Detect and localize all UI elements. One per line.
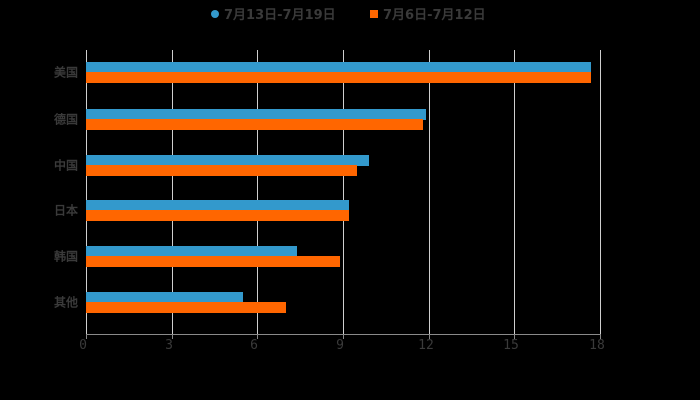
x-axis-line [86, 334, 601, 335]
gridline [600, 50, 601, 334]
x-axis-tick-label: 3 [165, 338, 173, 353]
y-axis-category-label: 德国 [53, 112, 78, 127]
gridline [429, 50, 430, 334]
bar-series-1[interactable] [86, 200, 349, 211]
x-axis-tick [429, 334, 430, 339]
bar-series-1[interactable] [86, 246, 298, 257]
legend-label: 7月13日-7月19日 [224, 8, 336, 23]
x-axis-tick-label: 12 [418, 338, 434, 353]
bar-series-1[interactable] [86, 109, 426, 120]
bar-series-1[interactable] [86, 292, 244, 303]
gridline [343, 50, 344, 334]
bar-series-2[interactable] [86, 165, 358, 176]
x-axis-tick-label: 6 [250, 338, 258, 353]
x-axis-tick [172, 334, 173, 339]
legend-square-icon [370, 9, 378, 18]
bar-series-1[interactable] [86, 155, 369, 166]
x-axis-tick [343, 334, 344, 339]
y-axis-category-label: 中国 [53, 158, 78, 173]
bar-series-2[interactable] [86, 210, 349, 221]
legend-item-series-1[interactable]: 7月13日-7月19日 [211, 4, 336, 23]
bar-series-2[interactable] [86, 72, 592, 83]
x-axis-tick [257, 334, 258, 339]
x-axis-tick-label: 18 [589, 338, 605, 353]
x-axis-tick-label: 9 [336, 338, 344, 353]
y-axis-category-label: 韩国 [53, 249, 78, 264]
gridline [514, 50, 515, 334]
legend-label: 7月6日-7月12日 [383, 8, 486, 23]
y-axis-category-label: 其他 [53, 295, 78, 310]
gridline [172, 50, 173, 334]
x-axis-tick-label: 0 [79, 338, 87, 353]
bar-series-2[interactable] [86, 256, 341, 267]
y-axis-category-label: 美国 [53, 65, 78, 80]
x-axis-tick [600, 334, 601, 339]
bar-series-2[interactable] [86, 119, 423, 130]
legend-circle-icon [211, 9, 219, 18]
bar-series-1[interactable] [86, 62, 592, 73]
bar-series-2[interactable] [86, 302, 286, 313]
x-axis-tick-label: 15 [503, 338, 519, 353]
legend-item-series-2[interactable]: 7月6日-7月12日 [370, 4, 486, 23]
x-axis-tick [514, 334, 515, 339]
chart-legend: 7月13日-7月19日 7月6日-7月12日 [0, 4, 700, 24]
gridline [86, 50, 87, 334]
x-axis-tick [86, 334, 87, 339]
gridline [257, 50, 258, 334]
y-axis-category-label: 日本 [53, 203, 78, 218]
